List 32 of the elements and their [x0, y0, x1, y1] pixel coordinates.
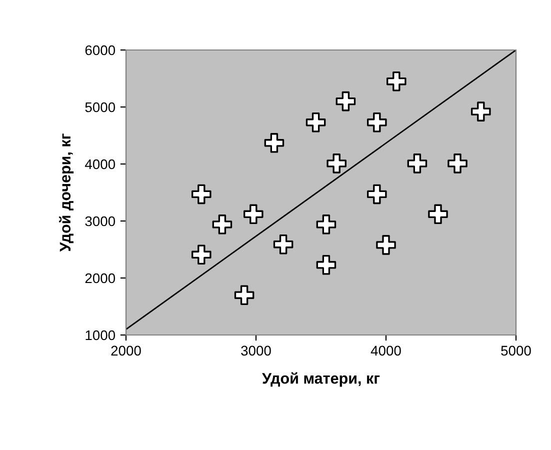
y-tick-label: 3000: [85, 216, 116, 226]
point: [212, 214, 232, 234]
point: [273, 234, 294, 254]
x-axis-title: Удой матери, кг: [262, 372, 380, 387]
point: [367, 112, 387, 132]
point: [471, 102, 491, 122]
point: [316, 214, 336, 234]
point: [336, 91, 356, 112]
point: [306, 112, 326, 132]
y-tick-label: 5000: [85, 102, 116, 112]
point: [316, 255, 336, 275]
point: [367, 184, 387, 204]
point: [234, 285, 254, 305]
point: [407, 154, 428, 174]
x-tick-label: 4000: [370, 346, 401, 356]
point: [192, 184, 212, 204]
point: [376, 235, 396, 255]
y-tick-label: 1000: [86, 330, 116, 340]
point: [386, 71, 406, 92]
point: [326, 154, 346, 174]
point: [428, 204, 448, 224]
point: [244, 204, 264, 224]
point: [264, 133, 284, 153]
point: [448, 154, 468, 174]
y-tick-label: 4000: [85, 159, 116, 170]
x-tick-label: 2000: [111, 346, 141, 356]
x-tick-label: 3000: [241, 346, 271, 356]
x-tick-label: 5000: [501, 346, 531, 356]
y-axis-title: Удой дочери, кг: [59, 134, 74, 252]
y-tick-label: 6000: [85, 45, 116, 56]
point: [192, 244, 212, 265]
y-tick-label: 2000: [85, 273, 116, 284]
